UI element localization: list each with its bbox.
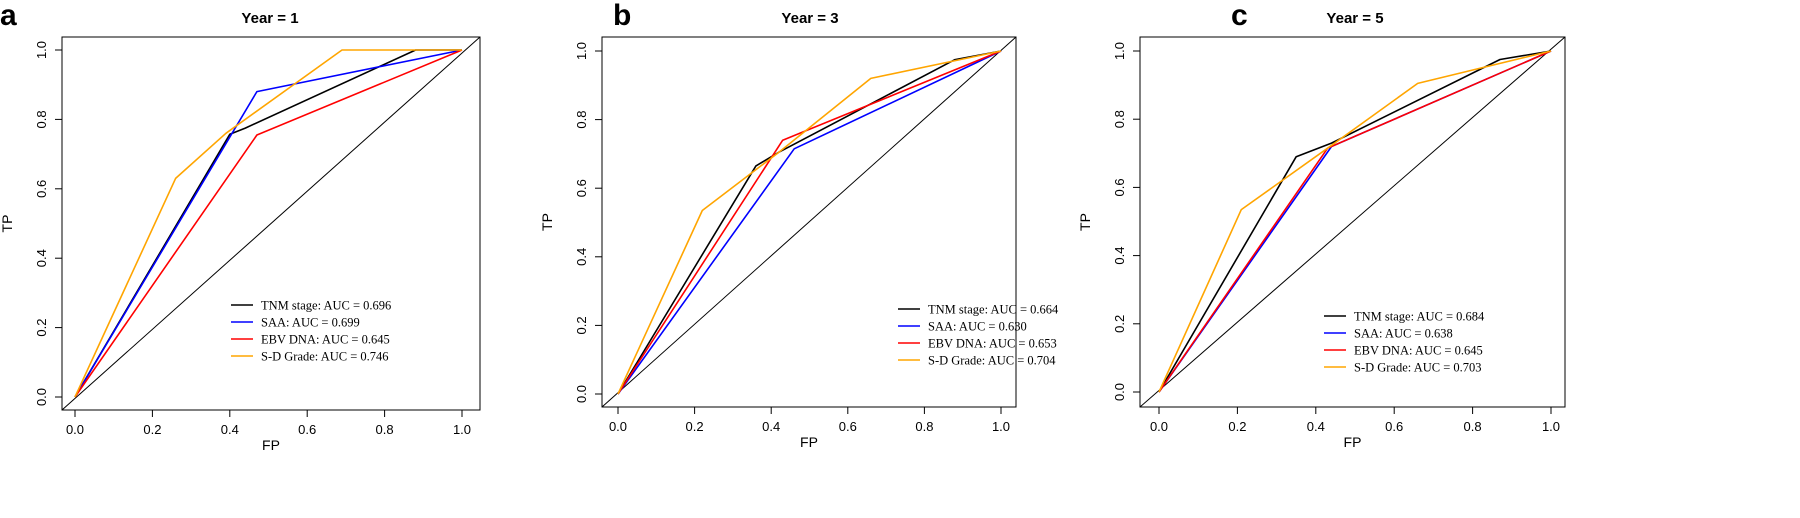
y-tick-label: 0.8 xyxy=(574,111,589,129)
legend-label: S-D Grade: AUC = 0.704 xyxy=(928,354,1056,368)
x-tick-label: 0.2 xyxy=(1228,419,1246,434)
y-axis-title: TP xyxy=(1077,213,1093,231)
legend-label: SAA: AUC = 0.638 xyxy=(1354,327,1453,341)
chart-title: Year = 1 xyxy=(241,10,298,27)
panel-letter: a xyxy=(0,0,17,32)
y-tick-label: 0.2 xyxy=(1112,315,1127,333)
x-axis-title: FP xyxy=(262,437,280,453)
x-tick-label: 0.8 xyxy=(376,422,394,437)
x-tick-label: 0.8 xyxy=(915,419,933,434)
x-axis-title: FP xyxy=(800,434,818,450)
legend: TNM stage: AUC = 0.696 SAA: AUC = 0.699 EB… xyxy=(231,299,391,364)
x-tick-label: 0.6 xyxy=(1385,419,1403,434)
x-tick-label: 0.2 xyxy=(686,419,704,434)
y-axis-title: TP xyxy=(0,215,15,233)
legend-label: TNM stage: AUC = 0.684 xyxy=(1354,310,1485,324)
x-tick-label: 0.8 xyxy=(1464,419,1482,434)
legend-label: SAA: AUC = 0.699 xyxy=(261,316,360,330)
y-tick-label: 0.6 xyxy=(1112,178,1127,196)
panel-letter: b xyxy=(613,0,631,32)
chart-title: Year = 5 xyxy=(1326,10,1383,27)
panel-c: c Year = 5 0.0 0.2 0.4 0.6 0.8 1.0 0.0 0.2 0.4 0.6 0… xyxy=(1077,0,1566,450)
series-line-saa xyxy=(617,50,1002,395)
series-line-tnm-stage xyxy=(1158,50,1552,393)
x-tick-label: 0.0 xyxy=(609,419,627,434)
reference-line xyxy=(1139,36,1566,408)
reference-line xyxy=(61,36,481,411)
panel-letter: c xyxy=(1231,0,1248,32)
y-tick-label: 0.8 xyxy=(34,110,49,128)
chart-title: Year = 3 xyxy=(781,10,838,27)
plot-frame xyxy=(61,36,481,411)
y-tick-label: 0.4 xyxy=(34,249,49,267)
y-tick-label: 0.4 xyxy=(574,248,589,266)
y-tick-label: 0.0 xyxy=(574,385,589,403)
plot-frame xyxy=(601,36,1017,408)
y-tick-label: 1.0 xyxy=(1112,42,1127,60)
plot-frame xyxy=(1139,36,1566,408)
x-tick-label: 1.0 xyxy=(992,419,1010,434)
y-tick-label: 0.0 xyxy=(1112,383,1127,401)
y-tick-label: 0.6 xyxy=(34,180,49,198)
legend-label: SAA: AUC = 0.630 xyxy=(928,320,1027,334)
y-tick-label: 0.2 xyxy=(34,319,49,337)
x-tick-label: 0.4 xyxy=(762,419,780,434)
x-tick-label: 0.6 xyxy=(839,419,857,434)
legend-label: EBV DNA: AUC = 0.653 xyxy=(928,337,1057,351)
x-axis-title: FP xyxy=(1344,434,1362,450)
y-axis-title: TP xyxy=(539,213,555,231)
reference-line xyxy=(601,36,1017,408)
legend-label: S-D Grade: AUC = 0.703 xyxy=(1354,361,1482,375)
y-tick-label: 0.0 xyxy=(34,388,49,406)
legend-label: EBV DNA: AUC = 0.645 xyxy=(261,333,390,347)
legend-label: TNM stage: AUC = 0.664 xyxy=(928,303,1059,317)
series-line-saa xyxy=(1158,50,1552,393)
series-line-ebv-dna xyxy=(617,50,1002,395)
legend-label: S-D Grade: AUC = 0.746 xyxy=(261,350,389,364)
y-tick-label: 1.0 xyxy=(34,41,49,59)
y-tick-label: 1.0 xyxy=(574,42,589,60)
legend-label: TNM stage: AUC = 0.696 xyxy=(261,299,391,313)
x-tick-label: 1.0 xyxy=(1542,419,1560,434)
x-tick-label: 1.0 xyxy=(453,422,471,437)
series-line-s-d-grade xyxy=(1158,50,1552,393)
series-line-s-d-grade xyxy=(74,49,462,398)
series-line-ebv-dna xyxy=(74,49,463,398)
panel-b: b Year = 3 0.0 0.2 0.4 0.6 0.8 1.0 0.0 0.2 0.4 0.6 0… xyxy=(539,0,1059,450)
y-tick-label: 0.8 xyxy=(1112,110,1127,128)
x-tick-label: 0.6 xyxy=(298,422,316,437)
x-tick-label: 0.4 xyxy=(221,422,239,437)
legend-label: EBV DNA: AUC = 0.645 xyxy=(1354,344,1483,358)
series-line-s-d-grade xyxy=(617,50,1002,395)
x-tick-label: 0.2 xyxy=(143,422,161,437)
y-tick-label: 0.6 xyxy=(574,179,589,197)
x-tick-label: 0.0 xyxy=(1150,419,1168,434)
y-tick-label: 0.2 xyxy=(574,316,589,334)
panel-a: a Year = 1 0.0 0.2 0.4 0.6 0.8 1.0 0.0 0.2 0.4 0.6 0… xyxy=(0,0,481,453)
series-line-ebv-dna xyxy=(1158,50,1552,393)
x-tick-label: 0.0 xyxy=(66,422,84,437)
legend: TNM stage: AUC = 0.664 SAA: AUC = 0.630 EB… xyxy=(898,303,1059,368)
legend: TNM stage: AUC = 0.684 SAA: AUC = 0.638 EB… xyxy=(1324,310,1485,375)
x-tick-label: 0.4 xyxy=(1307,419,1325,434)
y-tick-label: 0.4 xyxy=(1112,247,1127,265)
series-line-saa xyxy=(74,49,463,398)
